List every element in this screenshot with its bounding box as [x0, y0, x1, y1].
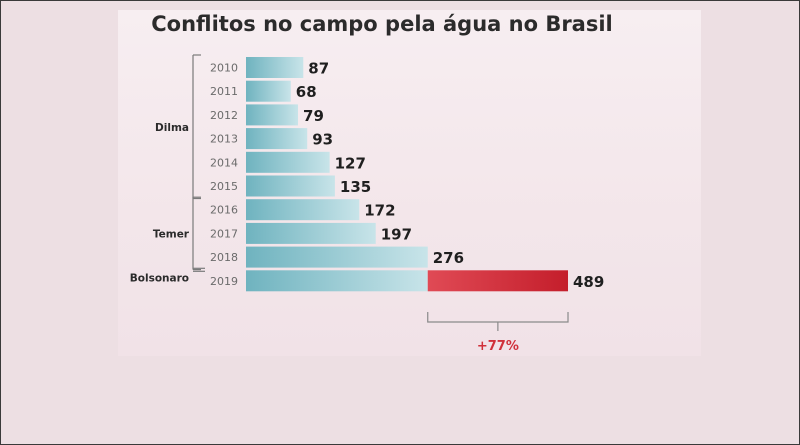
bar-2012: [246, 104, 299, 126]
value-label-2013: 93: [312, 131, 333, 149]
value-label-2014: 127: [335, 154, 366, 172]
group-label-bolsonaro: Bolsonaro: [130, 272, 189, 284]
bar-2011: [246, 80, 291, 102]
year-label-2011: 2011: [210, 85, 238, 98]
year-label-2010: 2010: [210, 62, 238, 75]
value-label-2018: 276: [433, 249, 464, 267]
year-label-2012: 2012: [210, 109, 238, 122]
year-label-2013: 2013: [210, 133, 238, 146]
bar-2019-base: [246, 270, 428, 292]
bar-2010: [246, 57, 304, 78]
bar-2016: [246, 199, 360, 221]
year-label-2014: 2014: [210, 156, 238, 169]
value-label-2016: 172: [364, 202, 395, 220]
bar-chart: Conflitos no campo pela água no Brasil 2…: [130, 12, 613, 354]
change-bracket: [427, 312, 569, 323]
year-label-2015: 2015: [210, 180, 238, 193]
chart-card: Conflitos no campo pela água no Brasil 2…: [118, 10, 701, 356]
bar-2017: [246, 222, 376, 244]
change-annotation: +77%: [427, 312, 569, 354]
bar-2019-increase: [427, 270, 569, 292]
chart-title: Conflitos no campo pela água no Brasil: [151, 12, 613, 36]
group-label-dilma: Dilma: [155, 122, 189, 134]
year-label-2019: 2019: [210, 275, 238, 288]
year-label-2017: 2017: [210, 227, 238, 240]
group-label-temer: Temer: [153, 228, 190, 240]
value-label-2019: 489: [573, 273, 604, 291]
value-label-2015: 135: [340, 178, 371, 196]
bar-2015: [246, 175, 335, 197]
bar-2013: [246, 128, 308, 150]
bars-layer: 2010 87 2011 68 2012 79 2013 93 2014 127 2015 135 20…: [210, 57, 604, 292]
year-label-2016: 2016: [210, 204, 238, 217]
value-label-2012: 79: [303, 107, 324, 125]
group-brackets: Dilma Temer Bolsonaro: [130, 54, 205, 284]
year-label-2018: 2018: [210, 251, 238, 264]
value-label-2010: 87: [308, 60, 329, 78]
bar-2018: [246, 246, 428, 268]
change-label: +77%: [477, 339, 519, 354]
bar-2014: [246, 151, 330, 173]
value-label-2011: 68: [296, 83, 317, 101]
value-label-2017: 197: [381, 225, 412, 243]
